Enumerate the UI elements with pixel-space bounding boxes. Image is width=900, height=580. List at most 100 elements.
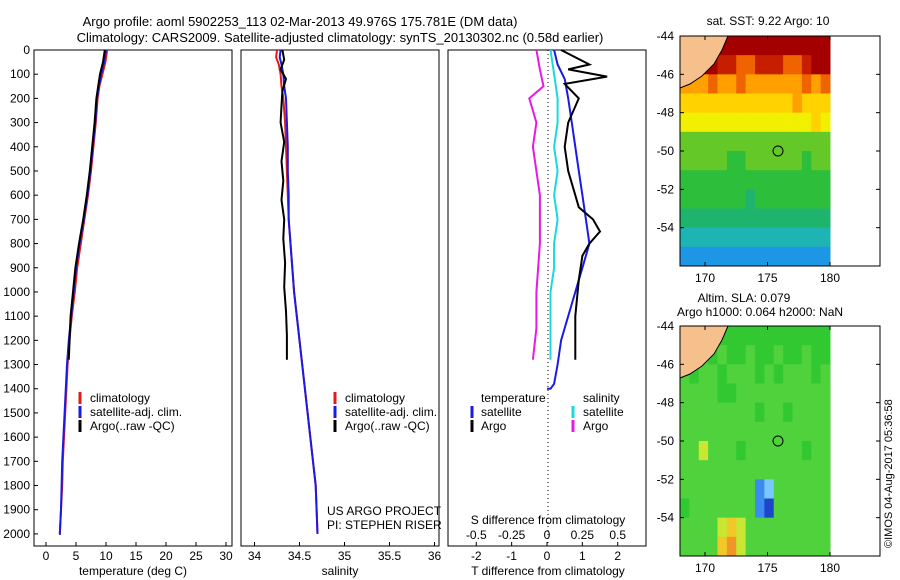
heatmap-cell — [726, 74, 737, 94]
heatmap-cell — [680, 402, 690, 423]
depth-tick-label: 1000 — [3, 285, 30, 299]
heatmap-cell — [680, 246, 690, 267]
heatmap-cell — [717, 441, 728, 461]
heatmap-cell — [811, 246, 822, 267]
heatmap-cell — [708, 498, 718, 519]
map-lat-label: -48 — [657, 396, 675, 410]
heatmap-cell — [726, 421, 737, 442]
pi-credit: PI: STEPHEN RISER — [327, 518, 442, 532]
heatmap-cell — [801, 74, 812, 94]
x-tick-label: 5 — [73, 549, 80, 563]
heatmap-cell — [764, 402, 775, 423]
heatmap-cell — [764, 55, 775, 75]
heatmap-cell — [726, 364, 737, 384]
profile-line-satellite-adj-clim- — [58, 49, 107, 535]
heatmap-cell — [726, 345, 737, 365]
heatmap-cell — [801, 326, 812, 346]
map-lon-label: 175 — [757, 561, 777, 575]
heatmap-cell — [773, 536, 784, 557]
heatmap-cell — [745, 326, 756, 346]
figure-title-line1: Argo profile: aoml 5902253_113 02-Mar-20… — [83, 14, 518, 29]
heatmap-cell — [820, 170, 831, 190]
heatmap-cell — [811, 93, 822, 114]
heatmap-cell — [811, 460, 822, 480]
heatmap-cell — [783, 460, 793, 480]
heatmap-cell — [689, 383, 700, 404]
heatmap-cell — [698, 460, 709, 480]
heatmap-cell — [689, 170, 700, 190]
heatmap-cell — [792, 421, 803, 442]
temperature-profiles — [58, 49, 109, 535]
depth-tick-label: 1400 — [3, 382, 30, 396]
heatmap-cell — [680, 208, 690, 229]
heatmap-cell — [755, 345, 765, 365]
sst-land-area — [680, 36, 728, 88]
heatmap-cell — [736, 421, 747, 442]
profile-line-temperature-satellite — [547, 49, 591, 390]
x-tick-label: 1 — [579, 549, 586, 563]
heatmap-cell — [764, 421, 775, 442]
heatmap-cell — [689, 131, 700, 152]
heatmap-cell — [745, 517, 756, 538]
heatmap-cell — [811, 208, 822, 229]
heatmap-cell — [783, 421, 793, 442]
heatmap-cell — [708, 208, 718, 229]
heatmap-cell — [755, 227, 765, 248]
heatmap-cell — [745, 227, 756, 248]
heatmap-cell — [820, 227, 831, 248]
heatmap-cell — [717, 112, 728, 133]
heatmap-cell — [792, 131, 803, 152]
heatmap-cell — [783, 479, 793, 499]
heatmap-cell — [689, 441, 700, 461]
heatmap-cell — [811, 131, 822, 152]
heatmap-cell — [755, 208, 765, 229]
heatmap-cell — [680, 131, 690, 152]
heatmap-cell — [755, 112, 765, 133]
heatmap-cell — [755, 402, 765, 423]
depth-tick-label: 0 — [23, 43, 30, 57]
heatmap-cell — [698, 151, 709, 171]
heatmap-cell — [717, 131, 728, 152]
sla-argo-position-marker — [772, 435, 784, 447]
heatmap-cell — [680, 93, 690, 114]
heatmap-cell — [698, 536, 709, 557]
s-difference-ticks: -0.5 -0.25 0 0.25 0.5 — [466, 528, 626, 542]
difference-plot-frame — [447, 49, 647, 547]
depth-tick-label: 1800 — [3, 479, 30, 493]
heatmap-cell — [689, 421, 700, 442]
heatmap-cell — [726, 112, 737, 133]
heatmap-cell — [698, 383, 709, 404]
heatmap-cell — [726, 383, 737, 404]
heatmap-cell — [708, 441, 718, 461]
heatmap-cell — [764, 131, 775, 152]
heatmap-cell — [792, 479, 803, 499]
heatmap-cell — [708, 383, 718, 404]
heatmap-cell — [764, 151, 775, 171]
heatmap-cell — [736, 227, 747, 248]
heatmap-cell — [764, 170, 775, 190]
profile-line-salinity-satellite — [549, 49, 559, 360]
heatmap-cell — [773, 364, 784, 384]
sla-coastline — [679, 325, 729, 379]
heatmap-cell — [811, 170, 822, 190]
heatmap-cell — [755, 93, 765, 114]
heatmap-cell — [745, 36, 756, 56]
heatmap-cell — [689, 479, 700, 499]
legend-temp-satellite-label: satellite — [481, 405, 522, 419]
heatmap-cell — [820, 421, 831, 442]
heatmap-cell — [764, 498, 775, 519]
legend-argo-label: Argo(..raw -QC) — [345, 419, 430, 433]
heatmap-cell — [792, 460, 803, 480]
heatmap-cell — [717, 536, 728, 557]
heatmap-cell — [745, 93, 756, 114]
heatmap-cell — [801, 517, 812, 538]
heatmap-cell — [811, 536, 822, 557]
depth-tick-label: 600 — [10, 188, 30, 202]
imos-watermark: ©IMOS 04-Aug-2017 05:36:58 — [883, 399, 895, 548]
heatmap-cell — [820, 402, 831, 423]
heatmap-cell — [764, 36, 775, 56]
salinity-profiles — [275, 49, 319, 534]
heatmap-cell — [717, 227, 728, 248]
heatmap-cell — [708, 189, 718, 209]
heatmap-cell — [755, 74, 765, 94]
